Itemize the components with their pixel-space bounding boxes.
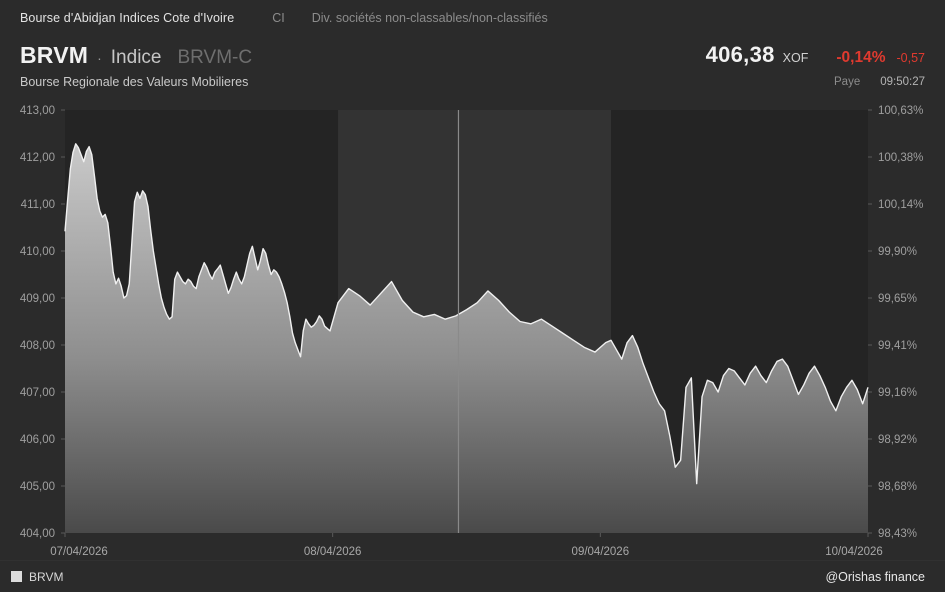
quote-currency: XOF [782, 51, 809, 65]
y-axis-tick-label: 406,00 [20, 434, 55, 446]
instrument-kind: Indice [110, 47, 162, 68]
legend-label: BRVM [29, 569, 64, 584]
y2-axis-tick-label: 99,90% [878, 246, 917, 258]
title-separator: · [97, 50, 102, 66]
x-axis-tick-label: 08/04/2026 [304, 546, 362, 558]
breadcrumb-sector[interactable]: Div. sociétés non-classables/non-classif… [311, 11, 548, 25]
y2-axis-tick-label: 100,14% [878, 199, 923, 211]
series-area-fill [65, 143, 868, 533]
y2-axis-tick-label: 98,92% [878, 434, 917, 446]
y2-axis-tick-label: 99,65% [878, 293, 917, 305]
quote-change-percent: -0,14% [836, 49, 886, 66]
x-axis-tick-label: 07/04/2026 [50, 546, 108, 558]
quote-timestamp: 09:50:27 [880, 76, 925, 88]
chart-footer: BRVM @Orishas finance [0, 560, 945, 592]
y2-axis-tick-label: 98,68% [878, 481, 917, 493]
quote-block: 406,38 XOF -0,14% -0,57 Paye 09:50:27 [706, 42, 925, 88]
y-axis-tick-label: 407,00 [20, 387, 55, 399]
quote-change-absolute: -0,57 [896, 51, 926, 65]
instrument-identity: BRVM · Indice BRVM-C Bourse Regionale de… [20, 42, 252, 89]
y-axis-tick-label: 412,00 [20, 152, 55, 164]
y-axis-tick-label: 405,00 [20, 481, 55, 493]
y-axis-tick-label: 409,00 [20, 293, 55, 305]
quote-price: 406,38 [705, 42, 775, 67]
chart-legend[interactable]: BRVM [11, 570, 63, 584]
instrument-full-name: Bourse Regionale des Valeurs Mobilieres [20, 75, 249, 89]
instrument-header: BRVM · Indice BRVM-C Bourse Regionale de… [0, 36, 945, 98]
chart-canvas[interactable]: 413,00 412,00 411,00 410,00 409,00 408,00 407,… [0, 98, 945, 560]
y-axis-tick-label: 411,00 [21, 199, 55, 211]
y2-axis-tick-label: 99,41% [878, 340, 917, 352]
legend-swatch-icon [11, 571, 22, 582]
y-axis-tick-label: 408,00 [20, 340, 55, 352]
breadcrumb-market[interactable]: Bourse d'Abidjan Indices Cote d'Ivoire [20, 11, 235, 25]
y2-axis-tick-label: 100,63% [878, 105, 923, 117]
x-axis-tick-label: 09/04/2026 [572, 546, 630, 558]
series-line [64, 143, 869, 485]
quote-status-badge: Paye [834, 76, 861, 88]
index-code: BRVM-C [177, 47, 253, 68]
y-axis-tick-label: 413,00 [20, 105, 55, 117]
breadcrumb: Bourse d'Abidjan Indices Cote d'Ivoire C… [0, 0, 945, 36]
y2-axis-tick-label: 99,16% [878, 387, 917, 399]
credit-watermark: @Orishas finance [825, 569, 925, 584]
y-axis-tick-label: 410,00 [20, 246, 55, 258]
page-title: BRVM [20, 42, 89, 68]
price-chart[interactable]: 413,00 412,00 411,00 410,00 409,00 408,00 407,… [0, 98, 945, 560]
y-axis-tick-label: 404,00 [20, 528, 55, 540]
y2-axis-tick-label: 98,43% [878, 528, 917, 540]
y2-axis-tick-label: 100,38% [878, 152, 923, 164]
breadcrumb-country[interactable]: CI [272, 11, 285, 25]
x-axis-tick-label: 10/04/2026 [825, 546, 883, 558]
